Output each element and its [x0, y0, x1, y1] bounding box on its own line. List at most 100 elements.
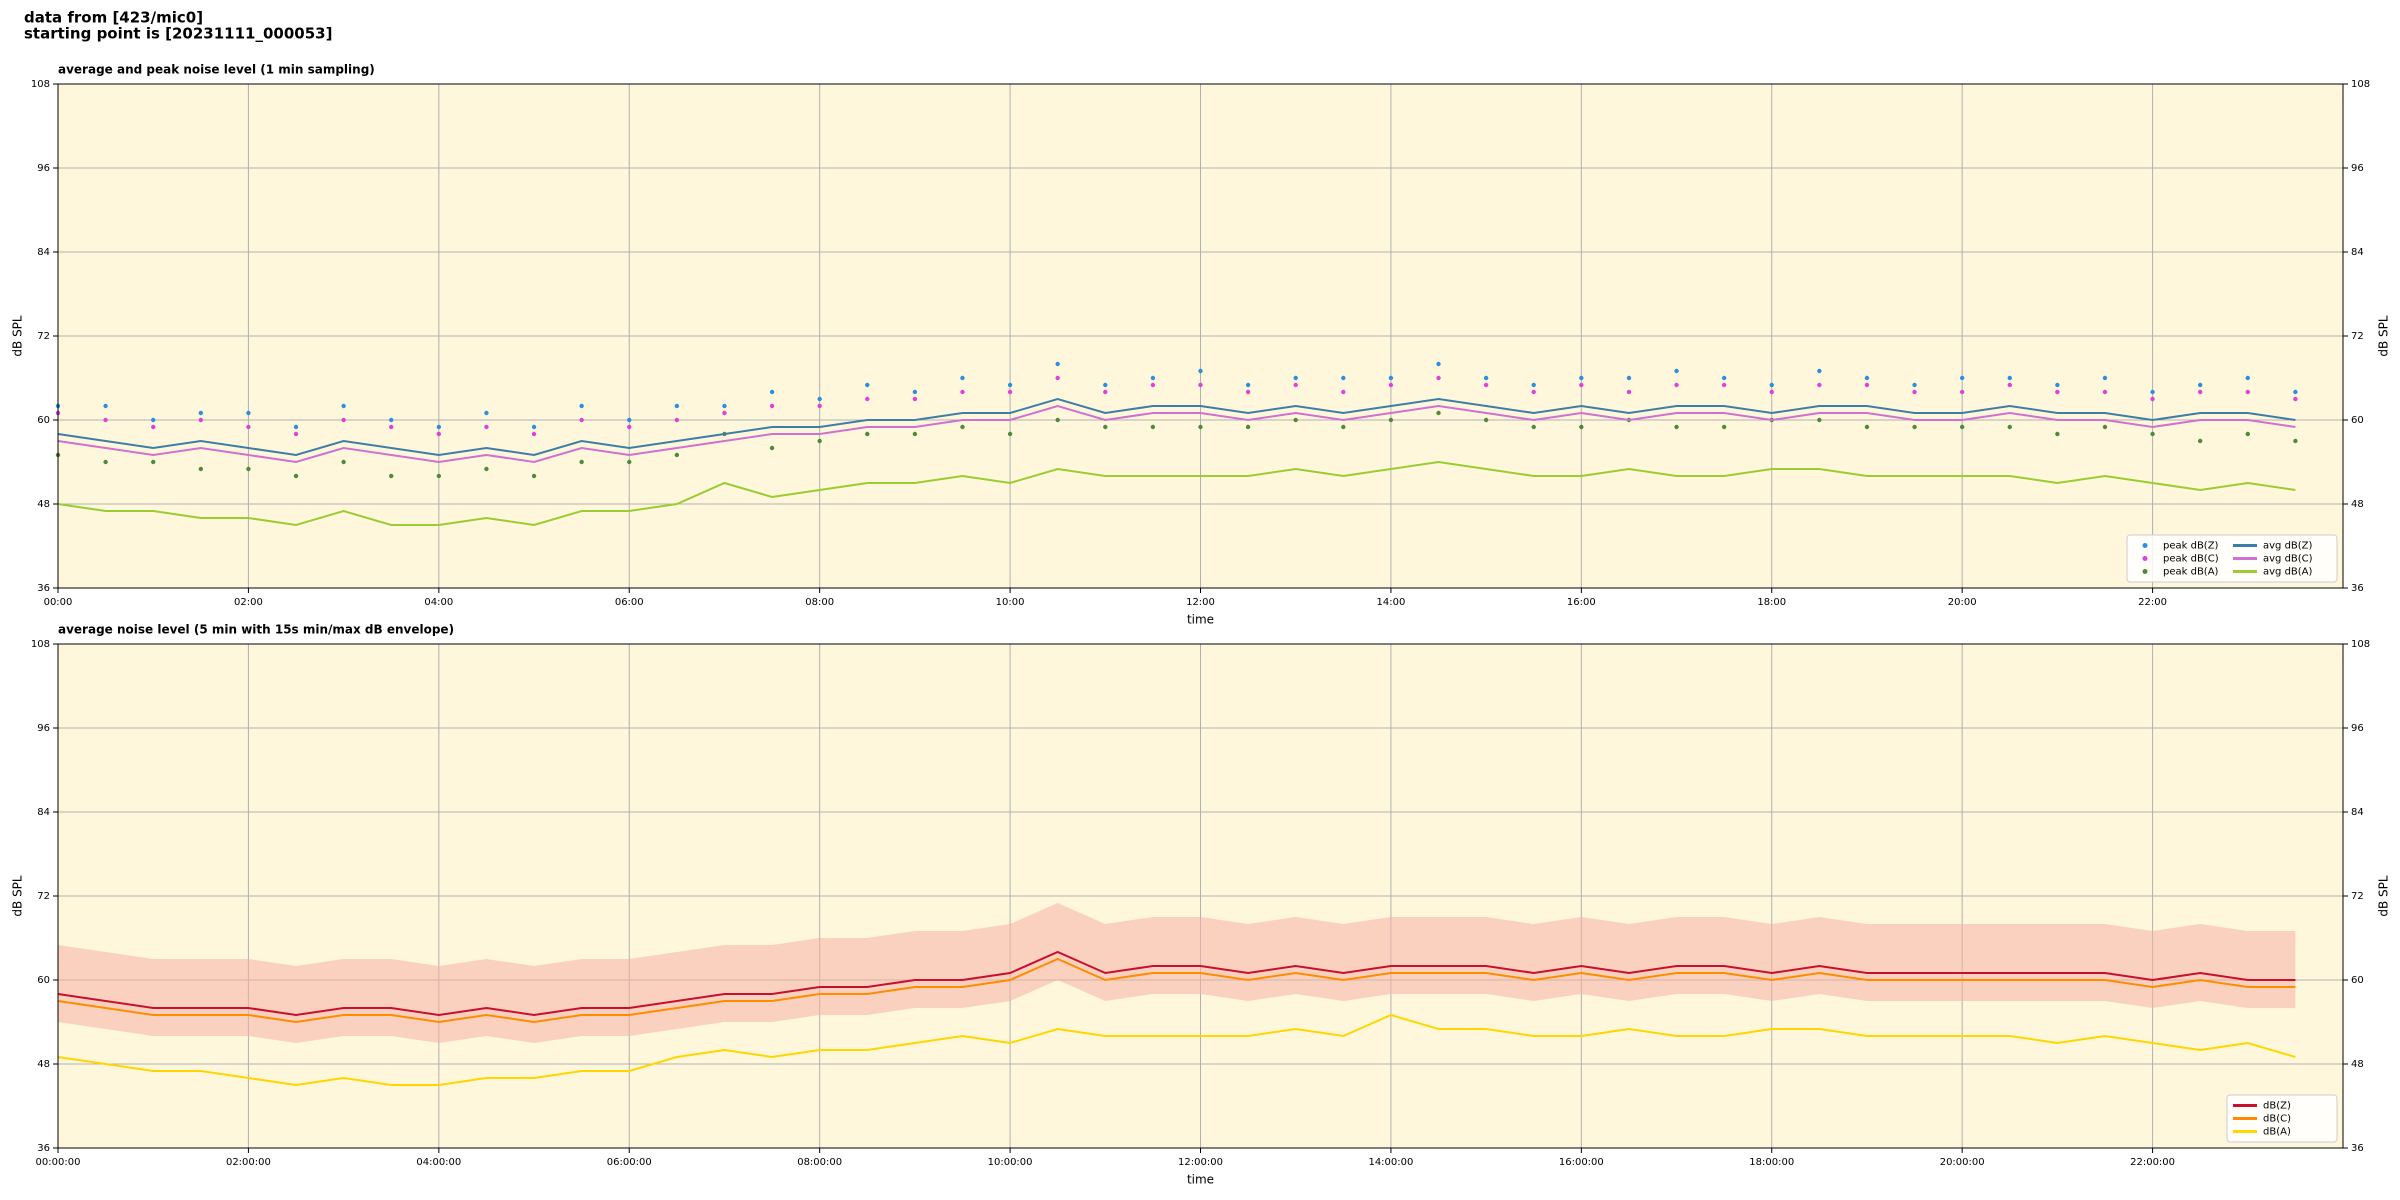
y-tick-label: 84 [2351, 247, 2364, 258]
y-tick-label: 96 [2351, 163, 2364, 174]
y-tick-label: 72 [37, 891, 50, 902]
peak-point [341, 417, 346, 423]
x-tick-label: 02:00:00 [226, 1157, 271, 1168]
legend-label: dB(Z) [2263, 1101, 2291, 1112]
peak-point [1103, 389, 1108, 395]
header-line: data from [423/mic0] [24, 9, 203, 27]
x-tick-label: 18:00 [1757, 597, 1786, 608]
x-tick-label: 08:00:00 [797, 1157, 842, 1168]
x-tick-label: 16:00:00 [1559, 1157, 1604, 1168]
peak-point [1817, 382, 1822, 388]
peak-point [1150, 382, 1156, 388]
peak-point [1293, 375, 1298, 381]
peak-point [2293, 389, 2298, 395]
y-tick-label: 96 [37, 723, 50, 734]
y-tick-label: 108 [31, 639, 50, 650]
peak-point [960, 375, 965, 381]
peak-point [2293, 438, 2298, 444]
x-tick-label: 10:00 [996, 597, 1025, 608]
y-axis-label: dB SPL [11, 315, 25, 357]
peak-point [1341, 424, 1346, 430]
peak-point [2055, 382, 2060, 388]
peak-point [1293, 417, 1298, 423]
x-tick-label: 14:00:00 [1368, 1157, 1413, 1168]
peak-point [436, 431, 442, 437]
peak-point [1721, 382, 1727, 388]
plot-frame [57, 83, 2344, 589]
peak-point [2102, 389, 2108, 395]
peak-point [1531, 389, 1536, 395]
peak-point [1959, 375, 1965, 381]
peak-point [1245, 382, 1251, 388]
x-tick-label: 14:00 [1377, 597, 1406, 608]
y-tick-label: 72 [37, 331, 50, 342]
series-line [57, 404, 2296, 464]
peak-point [627, 424, 632, 430]
y-tick-label: 72 [2351, 331, 2364, 342]
peak-point [769, 445, 775, 451]
y-tick-label: 108 [31, 79, 50, 90]
y-tick-label: 96 [2351, 723, 2364, 734]
peak-point [2007, 424, 2012, 430]
legend-label: dB(A) [2263, 1127, 2291, 1138]
peak-point [484, 466, 489, 472]
peak-point [1912, 382, 1917, 388]
peak-point [1055, 375, 1060, 381]
peak-point [1436, 375, 1441, 381]
x-tick-label: 00:00:00 [36, 1157, 81, 1168]
header-line: starting point is [20231111_000053] [24, 25, 332, 43]
peak-point [1007, 431, 1013, 437]
legend-label: dB(C) [2263, 1114, 2291, 1125]
peak-point [912, 431, 918, 437]
y-tick-label: 60 [2351, 415, 2364, 426]
chart-title: average and peak noise level (1 min samp… [58, 63, 375, 77]
x-tick-label: 12:00:00 [1178, 1157, 1223, 1168]
peak-point [2150, 396, 2155, 402]
peak-point [389, 473, 394, 479]
peak-point [2197, 438, 2203, 444]
legend-label: peak dB(Z) [2163, 541, 2219, 552]
peak-point [293, 424, 299, 430]
peak-point [1864, 424, 1870, 430]
peak-point [246, 424, 251, 430]
peak-point [2293, 396, 2298, 402]
peak-point [1198, 424, 1203, 430]
peak-point [1721, 375, 1727, 381]
peak-point [865, 382, 870, 388]
x-tick-label: 22:00:00 [2130, 1157, 2175, 1168]
x-tick-label: 20:00:00 [1940, 1157, 1985, 1168]
peak-point [1626, 389, 1632, 395]
peak-point [246, 466, 251, 472]
peak-point [1959, 389, 1965, 395]
peak-point [1055, 417, 1060, 423]
legend-marker [2142, 543, 2148, 548]
y-tick-label: 36 [37, 1143, 50, 1154]
x-tick-label: 00:00 [44, 597, 73, 608]
x-tick-label: 08:00 [805, 597, 834, 608]
peak-point [1103, 382, 1108, 388]
series-line [57, 957, 2296, 1024]
peak-point [1055, 361, 1060, 367]
peak-point [1483, 417, 1489, 423]
y-tick-label: 48 [37, 1059, 50, 1070]
peak-point [817, 403, 822, 409]
legend-marker [2142, 569, 2148, 574]
peak-point [2245, 431, 2250, 437]
peak-point [2197, 389, 2203, 395]
peak-point [1959, 424, 1965, 430]
x-tick-label: 06:00 [615, 597, 644, 608]
peak-point [2055, 389, 2060, 395]
legend-label: peak dB(C) [2163, 554, 2219, 565]
y-tick-label: 108 [2351, 639, 2370, 650]
series-line [57, 397, 2296, 457]
peak-point [817, 396, 822, 402]
peak-point [1150, 424, 1156, 430]
legend-marker [2142, 556, 2148, 561]
peak-point [2245, 375, 2250, 381]
peak-point [1769, 382, 1774, 388]
legend-label: avg dB(C) [2263, 554, 2313, 565]
y-tick-label: 36 [37, 583, 50, 594]
peak-point [103, 459, 108, 465]
peak-point [341, 403, 346, 409]
peak-point [1912, 424, 1917, 430]
